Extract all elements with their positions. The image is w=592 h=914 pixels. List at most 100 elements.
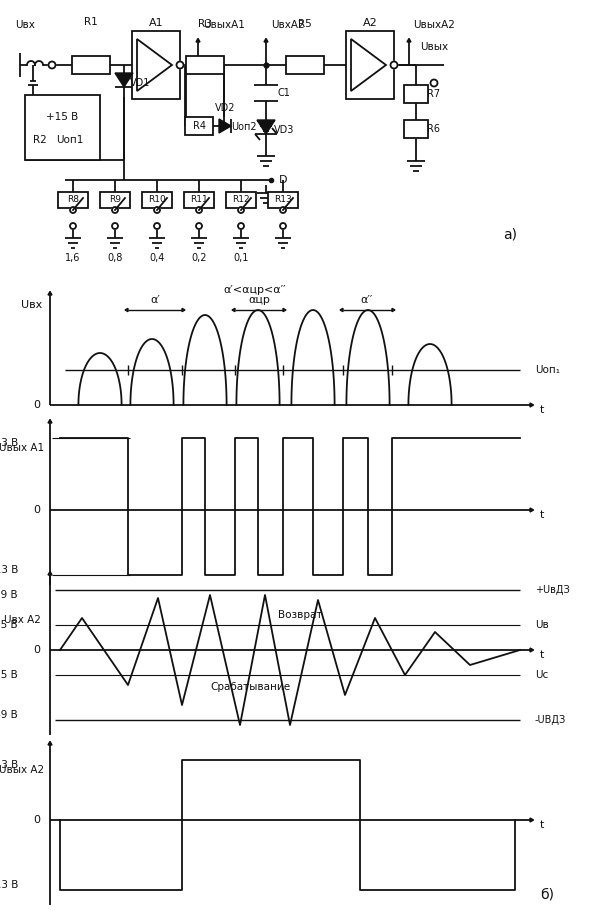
Polygon shape bbox=[115, 73, 133, 87]
Text: R2: R2 bbox=[33, 135, 47, 145]
Polygon shape bbox=[351, 39, 386, 91]
Text: Uоп₁: Uоп₁ bbox=[535, 365, 560, 375]
Text: 0: 0 bbox=[33, 645, 40, 655]
Text: R8: R8 bbox=[67, 196, 79, 205]
Text: 0,2: 0,2 bbox=[191, 253, 207, 263]
Text: -9 В: -9 В bbox=[0, 710, 18, 720]
Circle shape bbox=[154, 207, 160, 213]
Text: A1: A1 bbox=[149, 18, 163, 28]
Circle shape bbox=[391, 61, 397, 69]
Polygon shape bbox=[392, 308, 395, 312]
Bar bbox=[226, 192, 256, 208]
Bar bbox=[185, 117, 213, 135]
Text: α′<αцр<α′′: α′<αцр<α′′ bbox=[224, 285, 287, 295]
Bar bbox=[186, 56, 224, 74]
Text: Uвыx: Uвыx bbox=[420, 42, 448, 52]
Polygon shape bbox=[196, 38, 200, 42]
Text: Uвх: Uвх bbox=[21, 300, 43, 310]
Text: 0: 0 bbox=[33, 815, 40, 825]
Polygon shape bbox=[530, 648, 533, 652]
Text: R7: R7 bbox=[427, 89, 440, 99]
Text: 1,6: 1,6 bbox=[65, 253, 81, 263]
Text: а): а) bbox=[503, 228, 517, 242]
Text: α′′: α′′ bbox=[361, 295, 373, 305]
Text: VD1: VD1 bbox=[130, 78, 150, 88]
Circle shape bbox=[280, 207, 286, 213]
Polygon shape bbox=[530, 403, 533, 407]
Text: D: D bbox=[279, 175, 287, 185]
Bar bbox=[404, 120, 428, 138]
Text: 0,1: 0,1 bbox=[233, 253, 249, 263]
Text: R11: R11 bbox=[190, 196, 208, 205]
Text: R3: R3 bbox=[198, 19, 212, 29]
Text: R13: R13 bbox=[274, 196, 292, 205]
Circle shape bbox=[196, 207, 202, 213]
Text: A2: A2 bbox=[363, 18, 377, 28]
Text: 0: 0 bbox=[33, 505, 40, 515]
Circle shape bbox=[70, 223, 76, 229]
Text: -13 В: -13 В bbox=[0, 565, 18, 575]
Polygon shape bbox=[137, 39, 172, 91]
Circle shape bbox=[176, 61, 184, 69]
Circle shape bbox=[280, 223, 286, 229]
Text: +9 В: +9 В bbox=[0, 590, 18, 600]
Bar bbox=[346, 31, 394, 99]
Text: -UВДЗ: -UВДЗ bbox=[535, 715, 567, 725]
Text: Uоп2: Uоп2 bbox=[231, 122, 257, 132]
Polygon shape bbox=[257, 120, 275, 134]
Polygon shape bbox=[283, 308, 286, 312]
Bar bbox=[286, 56, 324, 74]
Text: 0: 0 bbox=[33, 400, 40, 410]
Text: Uвх: Uвх bbox=[15, 20, 35, 30]
Polygon shape bbox=[48, 571, 52, 575]
Text: R9: R9 bbox=[109, 196, 121, 205]
Bar bbox=[25, 95, 100, 160]
Text: +15 В: +15 В bbox=[46, 112, 78, 122]
Text: б): б) bbox=[540, 888, 554, 902]
Polygon shape bbox=[48, 420, 52, 423]
Text: t: t bbox=[540, 405, 544, 415]
Circle shape bbox=[112, 223, 118, 229]
Text: R12: R12 bbox=[232, 196, 250, 205]
Circle shape bbox=[238, 223, 244, 229]
Circle shape bbox=[196, 223, 202, 229]
Text: UвыxA2: UвыxA2 bbox=[413, 20, 455, 30]
Text: +UвДЗ: +UвДЗ bbox=[535, 585, 570, 595]
Text: Uвыx A1: Uвыx A1 bbox=[0, 443, 44, 453]
Text: αцр: αцр bbox=[248, 295, 270, 305]
Text: R1: R1 bbox=[84, 17, 98, 27]
Bar bbox=[184, 192, 214, 208]
Polygon shape bbox=[340, 308, 343, 312]
Circle shape bbox=[49, 61, 56, 69]
Polygon shape bbox=[125, 308, 128, 312]
Bar bbox=[132, 31, 180, 99]
Text: +13 В: +13 В bbox=[0, 760, 18, 770]
Bar bbox=[72, 56, 110, 74]
Polygon shape bbox=[530, 508, 533, 512]
Bar bbox=[142, 192, 172, 208]
Polygon shape bbox=[48, 741, 52, 745]
Polygon shape bbox=[232, 308, 235, 312]
Polygon shape bbox=[407, 38, 411, 42]
Circle shape bbox=[70, 207, 76, 213]
Bar bbox=[404, 85, 428, 103]
Text: Uвыx A2: Uвыx A2 bbox=[0, 765, 44, 775]
Text: UвхA2: UвхA2 bbox=[271, 20, 305, 30]
Text: Срабатывание: Срабатывание bbox=[210, 682, 290, 692]
Text: R6: R6 bbox=[427, 124, 440, 134]
Circle shape bbox=[154, 223, 160, 229]
Text: +13 В: +13 В bbox=[0, 438, 18, 448]
Polygon shape bbox=[264, 38, 268, 42]
Text: t: t bbox=[540, 510, 544, 520]
Text: VD3: VD3 bbox=[274, 125, 294, 135]
Text: R10: R10 bbox=[148, 196, 166, 205]
Text: Uоп1: Uоп1 bbox=[56, 135, 83, 145]
Bar bbox=[100, 192, 130, 208]
Circle shape bbox=[430, 80, 437, 87]
Text: Uвх A2: Uвх A2 bbox=[4, 615, 40, 625]
Bar bbox=[268, 192, 298, 208]
Text: C1: C1 bbox=[278, 88, 291, 98]
Polygon shape bbox=[48, 292, 52, 295]
Polygon shape bbox=[530, 818, 533, 822]
Text: VD2: VD2 bbox=[215, 103, 235, 113]
